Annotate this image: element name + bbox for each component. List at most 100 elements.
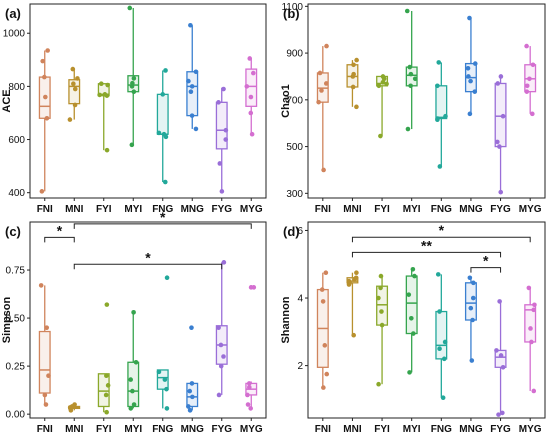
data-point (470, 295, 476, 301)
box-MNG (186, 325, 199, 413)
data-point (164, 386, 169, 392)
data-point (405, 126, 411, 132)
data-point (186, 78, 191, 84)
data-point (472, 89, 478, 94)
data-point (75, 76, 80, 81)
x-tick-label: MYI (124, 424, 142, 435)
data-point (317, 70, 323, 76)
data-point (129, 142, 135, 148)
data-point (72, 102, 78, 108)
x-tick-label: MNI (65, 424, 84, 435)
data-point (219, 189, 225, 194)
y-tick-label: 1100 (281, 2, 303, 13)
data-point (98, 81, 104, 87)
panel-b: 300 500 700 900 1100 Chao1 (b) FNI MNI FYI MYI FNG M… (280, 2, 546, 215)
y-tick-label: 300 (286, 189, 303, 200)
data-point (378, 133, 383, 139)
data-point (524, 83, 530, 89)
data-point (441, 356, 447, 362)
x-tick-label: FNI (37, 204, 53, 215)
data-point (376, 381, 381, 387)
bracket-line (351, 251, 502, 258)
box-MYI (127, 310, 140, 411)
data-point (128, 377, 133, 382)
data-point (187, 408, 193, 413)
y-axis-label: ACE (1, 89, 13, 112)
data-point (105, 82, 110, 88)
data-point (407, 64, 413, 70)
data-point (43, 94, 48, 100)
data-point (248, 94, 254, 100)
box-MYG (244, 56, 258, 137)
box-MNI (346, 57, 359, 110)
plot-frame (307, 3, 546, 199)
data-point (70, 66, 76, 72)
data-point (496, 412, 501, 417)
box-MYI (127, 5, 140, 148)
data-point (351, 62, 356, 68)
x-tick-label: MNI (343, 204, 362, 215)
data-point (133, 359, 139, 365)
y-tick-label: 0.75 (6, 266, 26, 277)
box-iqr (405, 66, 418, 87)
x-tick-label: FNG (152, 424, 173, 435)
box-FYG (215, 86, 229, 194)
data-point (406, 292, 412, 297)
data-point (163, 68, 168, 73)
data-point (411, 331, 416, 336)
data-point (104, 409, 109, 415)
significance-label: * (57, 222, 63, 238)
data-point (410, 267, 416, 272)
data-point (351, 71, 356, 77)
data-point (470, 317, 475, 323)
box-iqr (127, 361, 140, 408)
data-point (436, 60, 442, 65)
x-tick-label: MNG (459, 424, 483, 435)
data-point (437, 346, 442, 352)
data-point (102, 92, 108, 97)
data-point (524, 43, 529, 49)
y-tick-label: 600 (8, 135, 25, 146)
data-point (218, 342, 224, 348)
data-point (251, 285, 257, 290)
data-point (38, 283, 44, 288)
data-point (500, 365, 506, 370)
panel-letter: (d) (283, 224, 300, 239)
box-MYI (405, 267, 418, 375)
box-FNG (156, 275, 170, 411)
panel-letter: (c) (5, 224, 21, 239)
box-FNI (38, 283, 51, 407)
data-point (497, 299, 502, 304)
box-iqr (464, 282, 477, 321)
data-point (530, 111, 535, 117)
x-tick-label: MYG (240, 204, 263, 215)
data-point (495, 139, 500, 145)
panel-c: 0.00 0.25 0.50 0.75 Simpson (c) FNI MNI FYI MYI FN… (1, 209, 267, 435)
significance-bracket: * (73, 249, 223, 270)
data-point (216, 100, 221, 105)
data-point (97, 92, 102, 98)
significance-label: * (439, 222, 445, 238)
plot-frame (29, 221, 267, 419)
x-tick-label: FNI (315, 204, 331, 215)
panel-letter: (b) (283, 6, 300, 21)
y-tick-label: 2 (297, 361, 303, 372)
data-point (72, 402, 77, 407)
data-point (221, 260, 227, 265)
bracket-line (73, 263, 223, 270)
data-point (494, 348, 499, 353)
data-point (380, 80, 386, 85)
x-tick-label: MYG (240, 424, 263, 435)
y-axis-label: Shannon (280, 296, 292, 343)
plot-frame (307, 221, 546, 419)
data-point (353, 275, 359, 281)
box-iqr (376, 285, 389, 326)
data-point (43, 402, 49, 407)
data-point (161, 131, 167, 137)
data-point (131, 89, 137, 94)
data-point (354, 57, 359, 63)
data-point (351, 332, 356, 338)
data-point (162, 377, 168, 382)
data-point (408, 71, 414, 77)
